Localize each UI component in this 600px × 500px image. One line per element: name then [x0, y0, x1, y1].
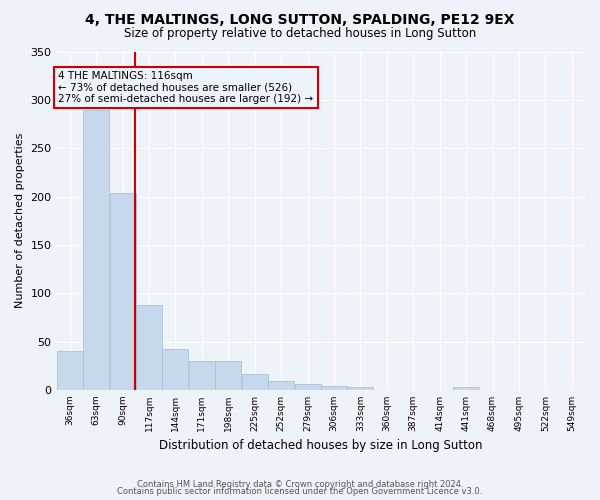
Text: 4 THE MALTINGS: 116sqm
← 73% of detached houses are smaller (526)
27% of semi-de: 4 THE MALTINGS: 116sqm ← 73% of detached… — [58, 71, 314, 104]
Bar — [321, 386, 347, 390]
Text: Contains public sector information licensed under the Open Government Licence v3: Contains public sector information licen… — [118, 487, 482, 496]
Bar — [110, 192, 136, 390]
Y-axis label: Number of detached properties: Number of detached properties — [15, 133, 25, 308]
Bar — [136, 305, 162, 390]
Bar — [163, 350, 188, 390]
Bar — [215, 361, 241, 390]
Bar — [242, 374, 268, 390]
Bar — [268, 381, 294, 390]
Bar — [83, 110, 109, 390]
X-axis label: Distribution of detached houses by size in Long Sutton: Distribution of detached houses by size … — [159, 440, 482, 452]
Bar — [57, 352, 83, 390]
Bar — [347, 387, 373, 390]
Bar — [453, 387, 479, 390]
Text: Contains HM Land Registry data © Crown copyright and database right 2024.: Contains HM Land Registry data © Crown c… — [137, 480, 463, 489]
Bar — [189, 361, 215, 390]
Bar — [295, 384, 320, 390]
Text: 4, THE MALTINGS, LONG SUTTON, SPALDING, PE12 9EX: 4, THE MALTINGS, LONG SUTTON, SPALDING, … — [85, 12, 515, 26]
Text: Size of property relative to detached houses in Long Sutton: Size of property relative to detached ho… — [124, 28, 476, 40]
